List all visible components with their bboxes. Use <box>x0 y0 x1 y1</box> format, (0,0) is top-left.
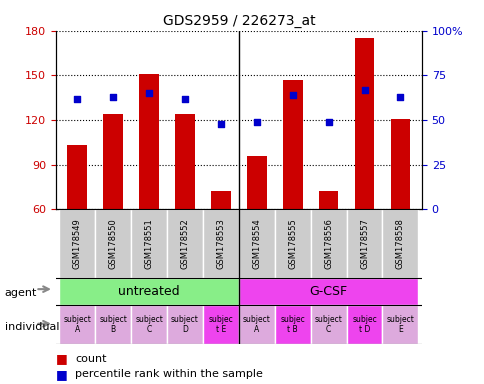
Bar <box>310 209 346 278</box>
Text: individual: individual <box>5 322 59 332</box>
Bar <box>131 305 166 344</box>
Bar <box>238 305 274 344</box>
Bar <box>318 192 338 209</box>
Point <box>73 96 81 102</box>
Title: GDS2959 / 226273_at: GDS2959 / 226273_at <box>162 14 315 28</box>
Text: GSM178552: GSM178552 <box>180 218 189 269</box>
Text: subject
A: subject A <box>63 315 91 334</box>
Bar <box>166 305 202 344</box>
Text: GSM178555: GSM178555 <box>287 218 297 269</box>
Text: GSM178551: GSM178551 <box>144 218 153 269</box>
Point <box>396 94 404 100</box>
Bar <box>103 114 123 209</box>
Point <box>216 121 224 127</box>
Bar <box>139 74 159 209</box>
Text: ■: ■ <box>56 353 67 366</box>
Point <box>145 90 152 96</box>
Text: subject
C: subject C <box>314 315 342 334</box>
Bar <box>390 119 409 209</box>
Bar <box>211 192 230 209</box>
Point <box>181 96 188 102</box>
Bar <box>95 209 131 278</box>
Point <box>253 119 260 125</box>
Text: untreated: untreated <box>118 285 180 298</box>
Text: ■: ■ <box>56 368 67 381</box>
Bar <box>166 209 202 278</box>
Point <box>360 86 368 93</box>
Bar <box>382 209 418 278</box>
Text: GSM178558: GSM178558 <box>395 218 404 269</box>
Text: subject
E: subject E <box>386 315 413 334</box>
Text: GSM178550: GSM178550 <box>108 218 118 269</box>
Bar <box>202 209 238 278</box>
Text: subjec
t B: subjec t B <box>280 315 304 334</box>
Text: subjec
t D: subjec t D <box>351 315 376 334</box>
Bar <box>59 209 95 278</box>
Text: subjec
t E: subjec t E <box>208 315 233 334</box>
Point <box>109 94 117 100</box>
Text: G-CSF: G-CSF <box>309 285 347 298</box>
Bar <box>246 156 266 209</box>
Text: GSM178553: GSM178553 <box>216 218 225 269</box>
Bar <box>238 209 274 278</box>
Bar <box>131 209 166 278</box>
Bar <box>310 305 346 344</box>
Bar <box>346 305 382 344</box>
Text: count: count <box>75 354 106 364</box>
Text: subject
D: subject D <box>171 315 198 334</box>
Text: subject
A: subject A <box>242 315 270 334</box>
Bar <box>202 305 238 344</box>
Text: percentile rank within the sample: percentile rank within the sample <box>75 369 262 379</box>
Bar <box>95 305 131 344</box>
Bar <box>67 145 87 209</box>
Bar <box>59 305 95 344</box>
Bar <box>274 209 310 278</box>
Text: GSM178549: GSM178549 <box>73 218 82 269</box>
Text: subject
C: subject C <box>135 315 163 334</box>
Bar <box>354 38 374 209</box>
Bar <box>382 305 418 344</box>
Bar <box>282 80 302 209</box>
Text: GSM178557: GSM178557 <box>359 218 368 269</box>
Text: agent: agent <box>5 288 37 298</box>
Point <box>288 92 296 98</box>
Bar <box>274 305 310 344</box>
Bar <box>59 278 239 305</box>
Point <box>324 119 332 125</box>
Text: GSM178554: GSM178554 <box>252 218 261 269</box>
Text: GSM178556: GSM178556 <box>323 218 333 269</box>
Bar <box>175 114 195 209</box>
Bar <box>238 278 418 305</box>
Bar <box>346 209 382 278</box>
Text: subject
B: subject B <box>99 315 127 334</box>
